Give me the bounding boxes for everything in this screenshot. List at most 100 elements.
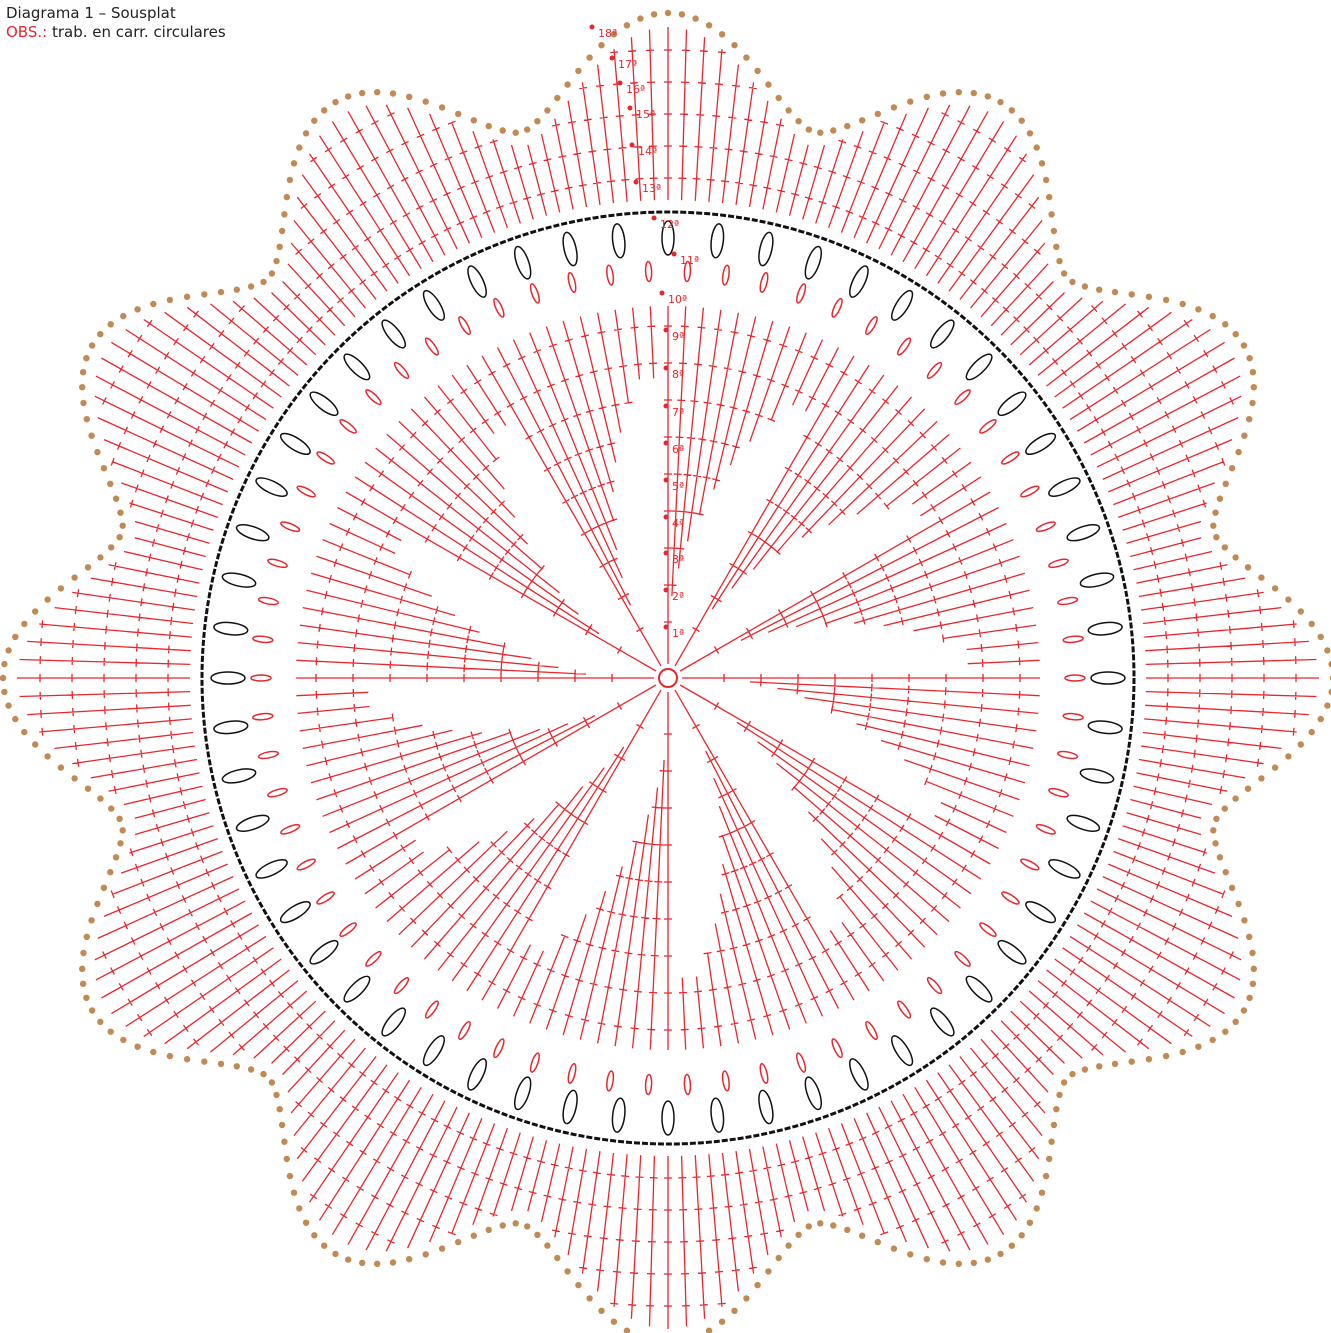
picot [345, 93, 351, 99]
picot [248, 283, 254, 289]
picot [1213, 816, 1219, 822]
picot [1246, 995, 1252, 1001]
chain-oval [1048, 558, 1069, 569]
picot [80, 981, 86, 987]
picot [534, 118, 540, 124]
picot [1053, 244, 1059, 250]
picot [1213, 534, 1219, 540]
cluster-leaf [213, 719, 248, 735]
chain-oval [338, 921, 357, 938]
picot [80, 400, 86, 406]
chain-oval [316, 450, 336, 466]
picot [88, 433, 94, 439]
picot [120, 523, 126, 529]
round-label: 2ª [672, 590, 684, 603]
chain-oval [457, 1020, 472, 1040]
picot [844, 1227, 850, 1233]
picot [706, 1328, 712, 1333]
picot [706, 22, 712, 28]
picot [5, 702, 11, 708]
round-start [664, 515, 669, 520]
chain-oval [567, 1063, 578, 1084]
picot [1298, 741, 1304, 747]
round-label: 17ª [618, 58, 637, 71]
picot [108, 544, 114, 550]
cluster-leaf [756, 231, 775, 267]
cluster-leaf [307, 937, 341, 968]
cluster-leaf [1065, 812, 1101, 835]
picot [120, 313, 126, 319]
cluster-leaf [511, 245, 534, 281]
picot [1251, 966, 1257, 972]
chain-oval [1020, 857, 1041, 872]
picot [1309, 729, 1315, 735]
picot [1223, 869, 1229, 875]
cluster-leaf [846, 1056, 872, 1092]
picot [544, 107, 550, 113]
picot [471, 117, 477, 123]
picot [455, 111, 461, 117]
picot [785, 107, 791, 113]
cluster-leaf [341, 351, 374, 384]
picot [1039, 160, 1045, 166]
picot [1053, 1106, 1059, 1112]
picot [806, 126, 812, 132]
chain-oval [567, 272, 578, 293]
picot [234, 1063, 240, 1069]
picot [311, 118, 317, 124]
round-start [630, 143, 635, 148]
picot [80, 369, 86, 375]
chain-oval [258, 596, 279, 606]
picot [79, 966, 85, 972]
picot [1048, 211, 1054, 217]
cluster-leaf [254, 856, 290, 882]
cluster-leaf [211, 672, 245, 684]
picot [296, 1205, 302, 1211]
cluster-leaf [464, 1056, 490, 1092]
picot [345, 1256, 351, 1262]
picot [455, 1239, 461, 1245]
chain-oval [926, 976, 944, 995]
picot [785, 1242, 791, 1248]
picot [248, 1066, 254, 1072]
cluster-leaf [888, 1033, 916, 1068]
picot [754, 1282, 760, 1288]
picot [1061, 270, 1067, 276]
picot [260, 1071, 266, 1077]
picot [859, 117, 865, 123]
picot [439, 104, 445, 110]
picot [637, 15, 643, 21]
picot [1251, 384, 1257, 390]
cluster-leaf [221, 570, 257, 589]
picot [875, 111, 881, 117]
chain-oval [364, 388, 383, 406]
picot [817, 1220, 823, 1226]
picot [1163, 297, 1169, 303]
cluster-leaf [927, 1005, 958, 1039]
picot [795, 118, 801, 124]
picot [1082, 283, 1088, 289]
cluster-leaf [1088, 719, 1123, 735]
picot [731, 1308, 737, 1314]
cluster-leaf [560, 231, 579, 267]
cluster-leaf [756, 1089, 775, 1125]
picot [279, 228, 285, 234]
cluster-leaf [464, 264, 490, 300]
picot [1056, 1092, 1062, 1098]
picot [997, 1251, 1003, 1257]
picot [116, 816, 122, 822]
picot [1217, 496, 1223, 502]
chain-oval [722, 1071, 731, 1092]
chain-oval [896, 337, 912, 357]
picot [1163, 1053, 1169, 1059]
chain-oval [364, 950, 383, 968]
picot [97, 331, 103, 337]
picot [1027, 130, 1033, 136]
round-label: 9ª [672, 330, 684, 343]
picot [1324, 647, 1330, 653]
picot [83, 995, 89, 1001]
picot [1285, 596, 1291, 602]
picot [1051, 1122, 1057, 1128]
picot [120, 827, 126, 833]
round-start [664, 588, 669, 593]
